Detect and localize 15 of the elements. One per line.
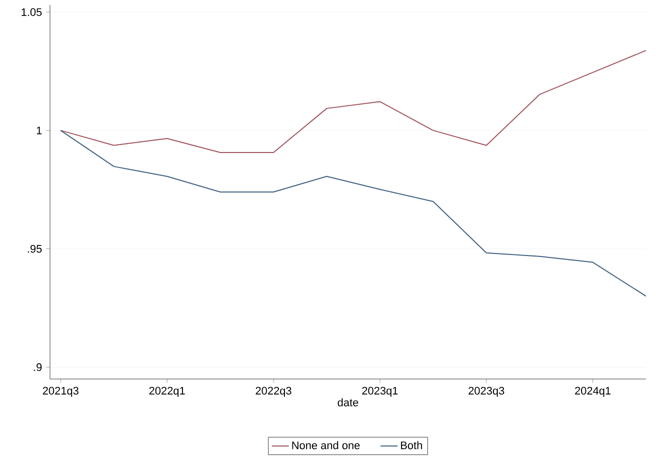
y-tick-label: 1.05 — [22, 8, 42, 16]
legend-label: Both — [401, 441, 422, 450]
x-tick-label: 2021q3 — [42, 386, 78, 397]
y-tick-label: .9 — [34, 363, 42, 372]
x-axis-title: date — [338, 398, 358, 406]
x-tick-label: 2023q1 — [362, 386, 398, 397]
y-tick-label: 1 — [36, 126, 42, 134]
x-tick-label: 2023q3 — [468, 386, 504, 397]
legend-label: None and one — [292, 441, 360, 450]
line-series — [60, 130, 646, 297]
x-tick-label: 2024q1 — [575, 386, 611, 397]
y-tick-label: .95 — [28, 244, 42, 253]
line-series — [60, 50, 646, 153]
x-tick-label: 2022q3 — [256, 386, 292, 397]
x-tick-label: 2022q1 — [149, 386, 185, 397]
